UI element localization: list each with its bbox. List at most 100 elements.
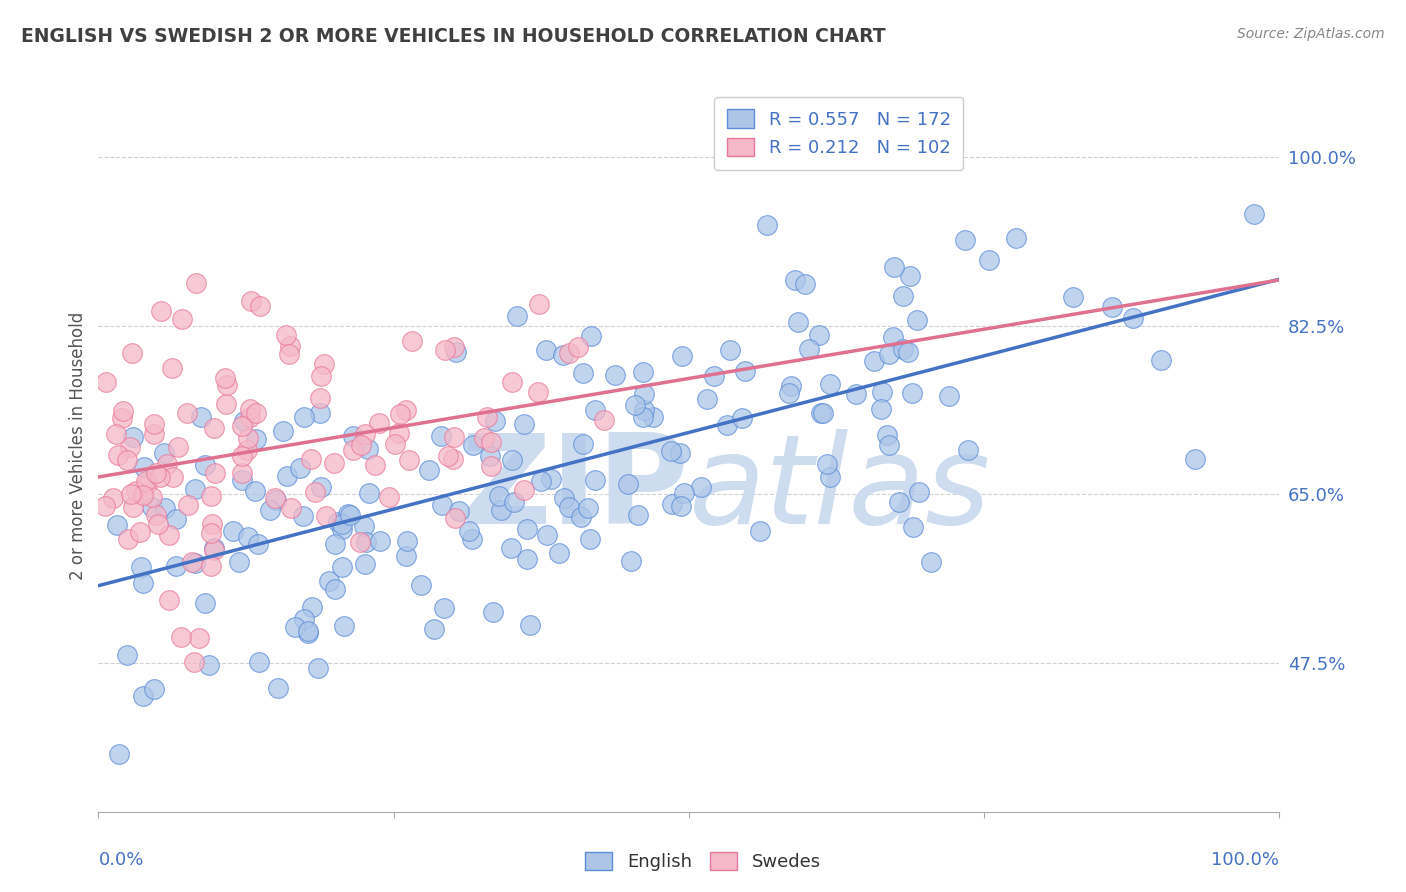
- Point: [576, 501, 599, 516]
- Point: [177, 498, 200, 512]
- Point: [232, 414, 254, 428]
- Point: [1062, 290, 1084, 304]
- Point: [870, 385, 893, 400]
- Point: [153, 446, 176, 460]
- Point: [807, 327, 830, 342]
- Point: [183, 655, 205, 669]
- Point: [889, 494, 911, 508]
- Point: [349, 534, 371, 549]
- Point: [478, 449, 501, 463]
- Text: 100.0%: 100.0%: [1212, 851, 1279, 869]
- Point: [567, 340, 589, 354]
- Point: [475, 409, 498, 424]
- Point: [271, 425, 294, 439]
- Point: [202, 541, 225, 555]
- Point: [259, 503, 281, 517]
- Point: [540, 472, 562, 486]
- Point: [671, 349, 693, 363]
- Point: [731, 410, 754, 425]
- Point: [557, 500, 579, 515]
- Point: [356, 535, 378, 549]
- Point: [395, 549, 418, 564]
- Point: [330, 560, 353, 574]
- Point: [142, 681, 165, 696]
- Legend: English, Swedes: English, Swedes: [578, 845, 828, 879]
- Point: [499, 541, 522, 555]
- Point: [267, 681, 290, 696]
- Point: [778, 386, 800, 401]
- Point: [501, 376, 523, 390]
- Point: [200, 525, 222, 540]
- Point: [527, 296, 550, 310]
- Point: [350, 437, 373, 451]
- Point: [1122, 310, 1144, 325]
- Point: [434, 343, 457, 357]
- Point: [501, 453, 523, 467]
- Point: [534, 343, 557, 357]
- Text: 0.0%: 0.0%: [98, 851, 143, 869]
- Point: [368, 416, 391, 430]
- Point: [291, 508, 314, 523]
- Point: [1004, 231, 1026, 245]
- Point: [897, 345, 920, 359]
- Point: [443, 340, 465, 354]
- Point: [288, 460, 311, 475]
- Point: [430, 498, 453, 512]
- Point: [190, 409, 212, 424]
- Point: [869, 401, 891, 416]
- Point: [920, 555, 942, 569]
- Point: [619, 554, 641, 568]
- Point: [318, 574, 340, 588]
- Point: [696, 392, 718, 407]
- Point: [276, 328, 298, 343]
- Point: [309, 368, 332, 383]
- Point: [418, 463, 440, 477]
- Point: [239, 409, 262, 424]
- Point: [547, 546, 569, 560]
- Point: [461, 438, 484, 452]
- Point: [276, 469, 298, 483]
- Point: [153, 500, 176, 515]
- Point: [527, 384, 550, 399]
- Point: [312, 357, 335, 371]
- Point: [141, 491, 163, 505]
- Point: [132, 576, 155, 591]
- Point: [955, 233, 977, 247]
- Point: [121, 500, 143, 514]
- Point: [339, 508, 361, 522]
- Point: [170, 630, 193, 644]
- Point: [484, 414, 506, 428]
- Point: [672, 485, 695, 500]
- Point: [118, 441, 141, 455]
- Point: [430, 429, 453, 443]
- Point: [755, 219, 778, 233]
- Point: [794, 277, 817, 292]
- Point: [245, 432, 267, 446]
- Point: [309, 392, 332, 406]
- Point: [183, 483, 205, 497]
- Point: [107, 448, 129, 462]
- Point: [891, 342, 914, 356]
- Point: [661, 497, 683, 511]
- Point: [617, 476, 640, 491]
- Point: [187, 631, 209, 645]
- Point: [689, 480, 711, 494]
- Point: [217, 378, 239, 392]
- Point: [115, 453, 138, 467]
- Point: [150, 304, 173, 318]
- Point: [165, 512, 187, 526]
- Point: [631, 365, 654, 379]
- Point: [141, 500, 163, 514]
- Point: [903, 520, 925, 534]
- Point: [323, 456, 346, 470]
- Point: [553, 491, 575, 506]
- Point: [111, 403, 134, 417]
- Point: [479, 435, 502, 450]
- Point: [641, 410, 664, 425]
- Point: [157, 593, 180, 607]
- Legend: R = 0.557   N = 172, R = 0.212   N = 102: R = 0.557 N = 172, R = 0.212 N = 102: [714, 96, 963, 169]
- Point: [401, 334, 423, 348]
- Point: [668, 446, 690, 460]
- Point: [231, 473, 253, 487]
- Point: [396, 534, 419, 549]
